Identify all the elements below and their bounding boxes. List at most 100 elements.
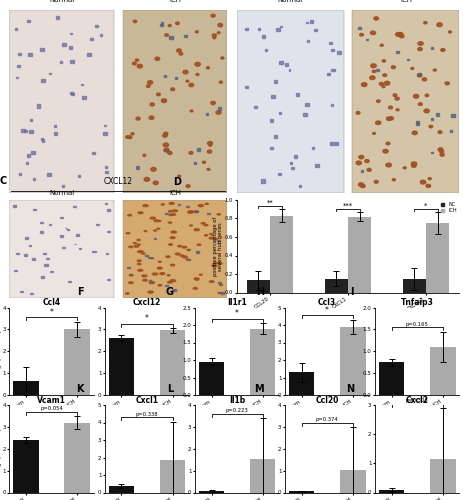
Bar xyxy=(160,24,163,26)
Text: H: H xyxy=(255,287,263,297)
Bar xyxy=(44,264,48,266)
Text: Normal: Normal xyxy=(277,0,302,2)
Bar xyxy=(163,76,165,77)
Ellipse shape xyxy=(153,181,158,184)
Ellipse shape xyxy=(182,246,186,248)
Bar xyxy=(260,180,264,182)
Bar xyxy=(269,119,273,122)
Bar xyxy=(360,170,363,172)
Ellipse shape xyxy=(195,74,199,76)
Ellipse shape xyxy=(143,154,145,156)
Ellipse shape xyxy=(392,94,396,96)
Bar xyxy=(415,122,418,125)
Bar xyxy=(195,251,199,252)
Bar xyxy=(87,53,91,56)
Ellipse shape xyxy=(172,210,177,212)
Ellipse shape xyxy=(206,168,209,170)
Ellipse shape xyxy=(137,244,140,245)
Title: Tnfaip3: Tnfaip3 xyxy=(400,298,432,308)
Ellipse shape xyxy=(146,85,150,87)
Text: Normal: Normal xyxy=(49,190,74,196)
Y-axis label: log2(FPKM+1): log2(FPKM+1) xyxy=(0,329,1,374)
Ellipse shape xyxy=(417,48,421,50)
Ellipse shape xyxy=(170,264,174,266)
Ellipse shape xyxy=(171,214,175,216)
Bar xyxy=(81,84,82,86)
Bar xyxy=(347,216,370,292)
Ellipse shape xyxy=(163,134,167,137)
Bar xyxy=(64,330,90,395)
Ellipse shape xyxy=(437,131,441,134)
Ellipse shape xyxy=(218,24,222,27)
Bar xyxy=(449,130,451,132)
Bar xyxy=(19,174,21,176)
Bar xyxy=(309,20,312,23)
Bar xyxy=(305,22,307,24)
FancyBboxPatch shape xyxy=(9,10,114,192)
Ellipse shape xyxy=(129,274,133,276)
Bar xyxy=(54,125,56,127)
Ellipse shape xyxy=(359,34,363,36)
Bar xyxy=(314,164,318,167)
Ellipse shape xyxy=(411,131,416,134)
Ellipse shape xyxy=(217,32,219,34)
Ellipse shape xyxy=(158,284,162,286)
Bar xyxy=(450,114,454,117)
Ellipse shape xyxy=(448,31,450,33)
Bar xyxy=(27,20,30,22)
Bar xyxy=(195,210,197,212)
Ellipse shape xyxy=(423,22,426,24)
Ellipse shape xyxy=(417,42,422,46)
Ellipse shape xyxy=(182,256,187,258)
Title: Vcam1: Vcam1 xyxy=(37,396,66,405)
Ellipse shape xyxy=(167,152,172,154)
Ellipse shape xyxy=(169,202,174,204)
Ellipse shape xyxy=(170,88,174,90)
Ellipse shape xyxy=(186,185,190,188)
Bar xyxy=(196,148,200,151)
Bar xyxy=(144,254,148,256)
Ellipse shape xyxy=(444,82,448,85)
Ellipse shape xyxy=(158,261,161,262)
Bar xyxy=(306,40,309,42)
Ellipse shape xyxy=(177,175,180,177)
Bar xyxy=(406,59,408,60)
Ellipse shape xyxy=(425,184,430,188)
Bar xyxy=(41,138,43,140)
Ellipse shape xyxy=(150,168,156,171)
Ellipse shape xyxy=(388,116,393,120)
Bar xyxy=(429,459,455,492)
Bar xyxy=(103,124,106,126)
Bar xyxy=(279,26,282,27)
Bar xyxy=(92,152,94,154)
Ellipse shape xyxy=(136,117,140,120)
Title: Ccl3: Ccl3 xyxy=(317,298,336,308)
Text: p=0.305: p=0.305 xyxy=(405,398,428,403)
Ellipse shape xyxy=(216,110,220,114)
Ellipse shape xyxy=(373,17,378,20)
Ellipse shape xyxy=(154,220,158,222)
Ellipse shape xyxy=(138,270,143,272)
Bar xyxy=(270,147,273,149)
Ellipse shape xyxy=(164,34,168,36)
Bar xyxy=(40,48,44,51)
Title: Ccl20: Ccl20 xyxy=(315,396,338,405)
Bar xyxy=(108,338,134,395)
Bar xyxy=(246,280,269,292)
Ellipse shape xyxy=(179,52,182,55)
Ellipse shape xyxy=(213,36,215,38)
Bar xyxy=(49,72,50,74)
Bar xyxy=(37,104,40,108)
Ellipse shape xyxy=(402,167,405,169)
Text: p=0.338: p=0.338 xyxy=(136,412,158,417)
Bar xyxy=(329,142,333,146)
Bar xyxy=(169,36,172,38)
Bar xyxy=(95,24,98,27)
Ellipse shape xyxy=(207,142,212,145)
Ellipse shape xyxy=(133,20,137,22)
Ellipse shape xyxy=(137,64,142,68)
Ellipse shape xyxy=(211,14,215,17)
Ellipse shape xyxy=(167,282,171,283)
Text: *: * xyxy=(325,306,328,315)
Bar xyxy=(417,73,419,75)
